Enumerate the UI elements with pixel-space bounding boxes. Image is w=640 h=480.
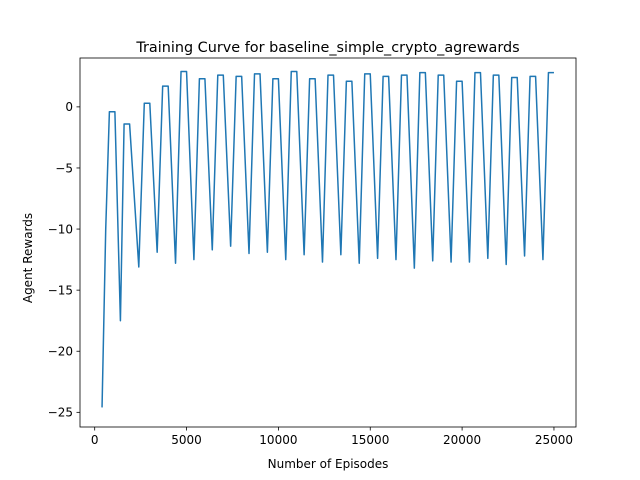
plot-area: 0 5000 10000 15000 20000 25000 −25 −20 −15 −10 −5 0 xyxy=(48,57,577,447)
y-tick-label: −15 xyxy=(48,283,73,297)
y-tick-label: −10 xyxy=(48,222,73,236)
x-axis-label: Number of Episodes xyxy=(268,457,389,471)
chart-title: Training Curve for baseline_simple_crypt… xyxy=(135,40,519,56)
x-tick-label: 10000 xyxy=(259,433,297,447)
x-tick-label: 20000 xyxy=(443,433,481,447)
y-axis-label: Agent Rewards xyxy=(21,213,35,303)
y-tick-label: −20 xyxy=(48,345,73,359)
y-tick-label: 0 xyxy=(65,100,73,114)
y-tick-label: −5 xyxy=(55,161,73,175)
x-tick-label: 25000 xyxy=(535,433,573,447)
axes-frame xyxy=(79,57,577,428)
x-tick-label: 5000 xyxy=(171,433,202,447)
series-line-0 xyxy=(101,70,554,408)
x-tick-label: 15000 xyxy=(351,433,389,447)
y-tick-label: −25 xyxy=(48,406,73,420)
x-tick-label: 0 xyxy=(91,433,99,447)
